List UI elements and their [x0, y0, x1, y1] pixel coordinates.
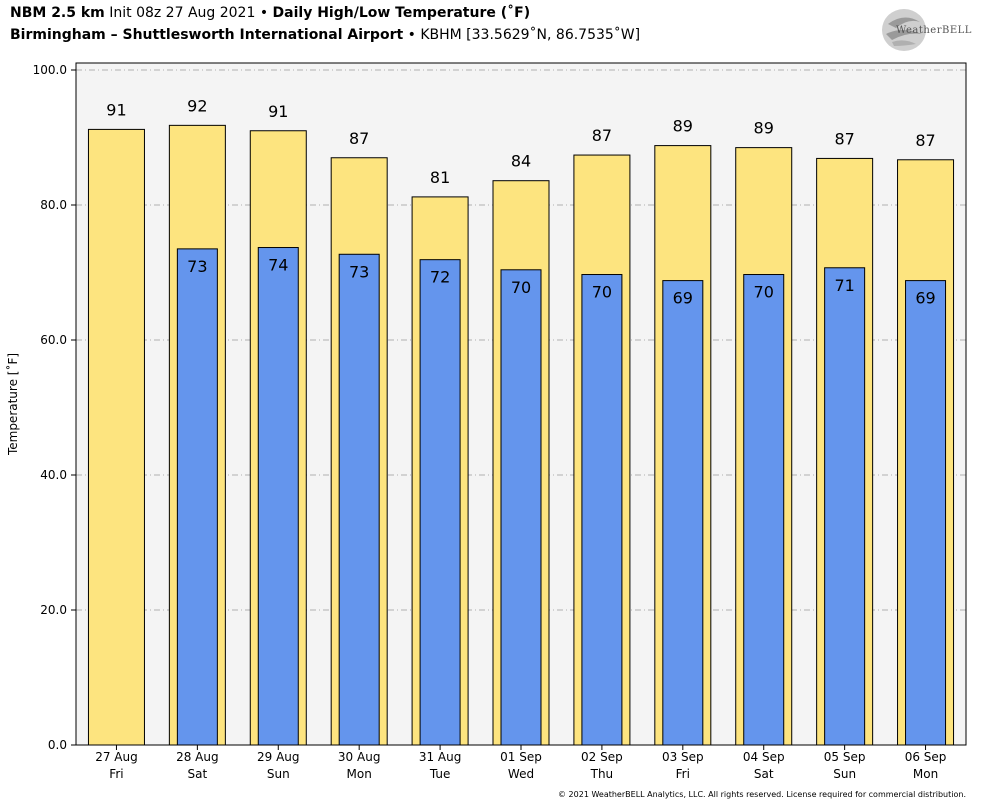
x-tick-label-date: 27 Aug	[95, 750, 138, 764]
x-tick-label-date: 02 Sep	[581, 750, 623, 764]
high-temp-label: 89	[673, 117, 693, 136]
y-tick-label: 100.0	[33, 63, 67, 77]
y-tick-label: 20.0	[40, 603, 67, 617]
low-temp-bar	[581, 274, 623, 746]
low-temp-label: 72	[430, 268, 450, 287]
low-temp-bar	[338, 253, 380, 746]
x-tick-label-day: Wed	[508, 767, 534, 781]
x-tick-label-day: Mon	[347, 767, 372, 781]
x-tick-label-day: Mon	[913, 767, 938, 781]
high-temp-label: 87	[349, 129, 369, 148]
x-tick-label-day: Fri	[676, 767, 690, 781]
x-tick-label-date: 05 Sep	[824, 750, 866, 764]
x-tick-label-day: Tue	[429, 767, 451, 781]
chart-title-line-1: NBM 2.5 km Init 08z 27 Aug 2021 • Daily …	[10, 5, 530, 21]
y-tick-label: 60.0	[40, 333, 67, 347]
high-temp-label: 81	[430, 168, 450, 187]
x-tick-label-day: Sat	[754, 767, 774, 781]
x-tick-label-date: 01 Sep	[500, 750, 542, 764]
high-temp-bar	[87, 128, 145, 746]
product-name: Daily High/Low Temperature (˚F)	[272, 5, 531, 21]
low-temp-bar	[743, 274, 785, 746]
high-temp-label: 92	[187, 96, 207, 115]
low-temp-label: 70	[754, 283, 774, 302]
chart-title-line-2: Birmingham – Shuttlesworth International…	[10, 27, 640, 43]
x-tick-label-day: Sat	[188, 767, 208, 781]
high-temp-label: 91	[268, 102, 288, 121]
x-tick-label-date: 28 Aug	[176, 750, 219, 764]
x-tick-label-date: 04 Sep	[743, 750, 785, 764]
low-temp-label: 69	[673, 289, 693, 308]
x-tick-label-date: 03 Sep	[662, 750, 704, 764]
x-tick-label-day: Thu	[590, 767, 614, 781]
low-temp-bar	[257, 247, 299, 746]
low-temp-label: 71	[834, 276, 854, 295]
x-tick-label-day: Sun	[267, 767, 290, 781]
weatherbell-logo	[882, 9, 926, 51]
high-temp-label: 89	[754, 119, 774, 138]
logo-text: WeatherBELL	[896, 25, 972, 36]
y-tick-label: 0.0	[48, 738, 67, 752]
title-bullet: •	[407, 27, 416, 43]
y-tick-label: 80.0	[40, 198, 67, 212]
high-temp-label: 87	[915, 131, 935, 150]
high-temp-label: 91	[106, 100, 126, 119]
low-temp-bar	[419, 259, 461, 746]
low-temp-label: 73	[349, 262, 369, 281]
y-axis-label: Temperature [˚F]	[5, 353, 20, 456]
x-tick-label-date: 30 Aug	[338, 750, 381, 764]
init-time: Init 08z 27 Aug 2021	[109, 5, 256, 21]
model-name: NBM 2.5 km	[10, 5, 105, 21]
high-temp-label: 87	[834, 129, 854, 148]
high-temp-label: 84	[511, 152, 531, 171]
low-temp-label: 74	[268, 256, 288, 275]
high-temp-label: 87	[592, 126, 612, 145]
x-tick-label-day: Sun	[833, 767, 856, 781]
low-temp-bar	[176, 248, 218, 746]
x-tick-label-day: Fri	[109, 767, 123, 781]
low-temp-label: 70	[592, 283, 612, 302]
low-temp-label: 69	[915, 289, 935, 308]
copyright-notice: © 2021 WeatherBELL Analytics, LLC. All r…	[558, 790, 966, 799]
low-temp-bar	[824, 267, 866, 746]
x-tick-label-date: 31 Aug	[419, 750, 462, 764]
x-tick-label-date: 06 Sep	[905, 750, 947, 764]
low-temp-bar	[500, 269, 542, 746]
low-temp-bar	[662, 280, 704, 746]
plot-frame	[75, 62, 967, 746]
station-info: KBHM [33.5629˚N, 86.7535˚W]	[420, 27, 641, 43]
low-temp-bar	[905, 280, 947, 746]
y-tick-label: 40.0	[40, 468, 67, 482]
location-name: Birmingham – Shuttlesworth International…	[10, 27, 404, 43]
low-temp-label: 73	[187, 257, 207, 276]
x-tick-label-date: 29 Aug	[257, 750, 300, 764]
title-bullet: •	[259, 5, 269, 21]
low-temp-label: 70	[511, 278, 531, 297]
